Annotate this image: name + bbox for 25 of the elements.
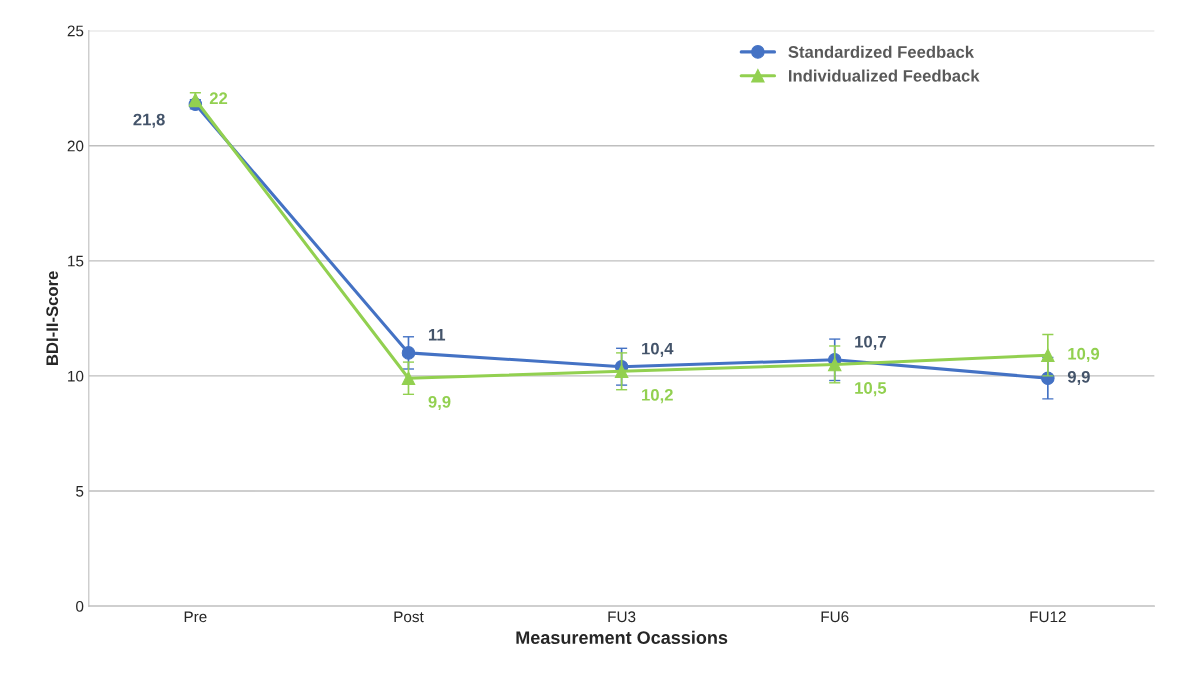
data-label: 9,9 bbox=[428, 395, 451, 411]
x-tick-label: Post bbox=[394, 611, 424, 623]
x-tick-label: FU3 bbox=[608, 611, 636, 623]
legend-label: Standardized Feedback bbox=[788, 45, 975, 58]
y-tick-label: 25 bbox=[67, 25, 84, 37]
y-tick-label: 15 bbox=[68, 255, 84, 267]
x-tick-label: FU12 bbox=[1030, 611, 1066, 623]
data-label: 10,5 bbox=[855, 382, 887, 397]
data-label: 10,7 bbox=[855, 335, 886, 351]
data-label: 11 bbox=[428, 329, 446, 341]
data-label: 10,2 bbox=[642, 388, 673, 404]
data-label: 21,8 bbox=[133, 113, 165, 128]
y-tick-label: 20 bbox=[67, 140, 84, 152]
x-axis-title: Measurement Ocassions bbox=[516, 630, 728, 645]
y-tick-label: 10 bbox=[68, 370, 84, 382]
x-tick-label: FU6 bbox=[821, 611, 849, 623]
data-label: 10,4 bbox=[642, 342, 674, 357]
y-axis-title: BDI-II-Score bbox=[46, 271, 59, 365]
data-label: 9,9 bbox=[1067, 370, 1090, 386]
data-label: 22 bbox=[209, 92, 228, 105]
y-tick-label: 5 bbox=[76, 486, 84, 497]
legend-label: Individualized Feedback bbox=[788, 69, 980, 82]
data-label: 10,9 bbox=[1068, 347, 1100, 363]
y-tick-label: 0 bbox=[76, 600, 84, 612]
x-tick-label: Pre bbox=[184, 611, 207, 623]
